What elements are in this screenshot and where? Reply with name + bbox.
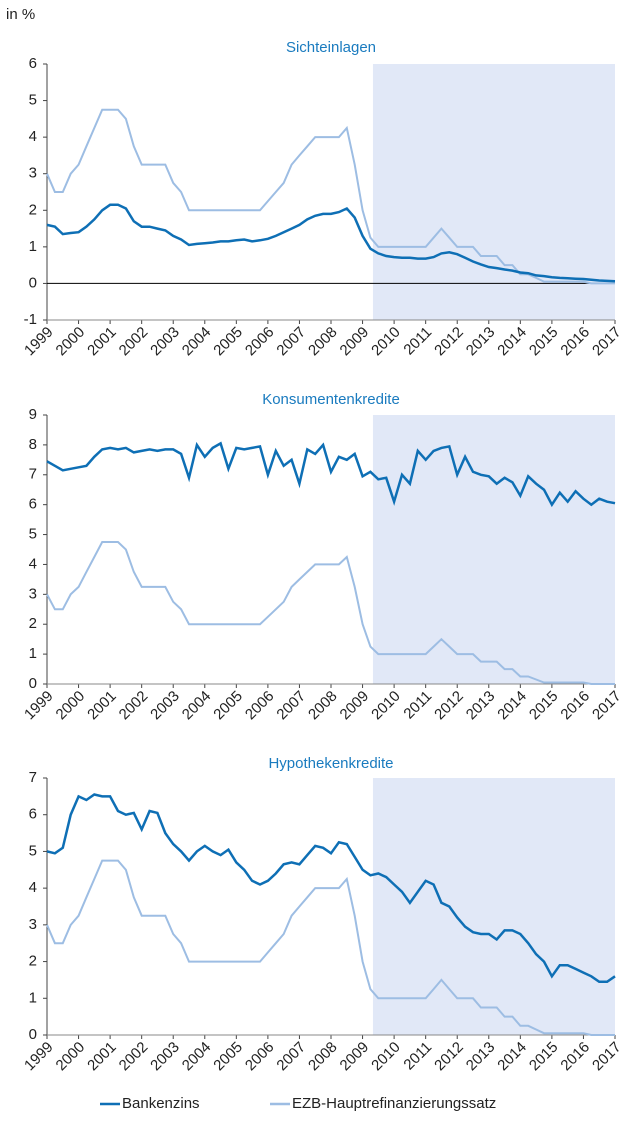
y-tick-label: 6 [29, 55, 37, 72]
y-tick-label: 2 [29, 615, 37, 632]
x-tick-label: 2011 [400, 688, 435, 723]
unit-label: in % [6, 6, 35, 23]
x-tick-label: 2011 [400, 1039, 435, 1074]
x-tick-label: 2012 [431, 324, 467, 360]
x-tick-label: 2002 [116, 1039, 152, 1075]
y-tick-label: -1 [24, 311, 37, 328]
y-tick-label: 6 [29, 806, 37, 823]
legend-label: Bankenzins [122, 1095, 200, 1112]
x-tick-label: 2001 [84, 324, 120, 360]
x-tick-label: 2016 [557, 324, 593, 360]
x-tick-label: 1999 [21, 1039, 57, 1075]
y-tick-label: 4 [29, 128, 37, 145]
x-tick-label: 2006 [242, 324, 278, 360]
x-tick-label: 2002 [116, 324, 152, 360]
y-tick-label: 2 [29, 953, 37, 970]
y-tick-label: 7 [29, 769, 37, 786]
y-tick-label: 5 [29, 842, 37, 859]
x-tick-label: 2010 [368, 324, 404, 360]
x-tick-label: 2004 [179, 688, 215, 724]
x-tick-label: 2013 [463, 324, 499, 360]
y-tick-label: 7 [29, 466, 37, 483]
x-tick-label: 2011 [400, 324, 435, 359]
x-tick-label: 2010 [368, 688, 404, 724]
y-tick-label: 0 [29, 675, 37, 692]
series-line [46, 108, 615, 285]
y-tick-label: 0 [29, 1026, 37, 1043]
legend-label: EZB-Hauptrefinanzierungssatz [292, 1095, 496, 1112]
y-tick-label: 1 [29, 645, 37, 662]
x-tick-label: 2008 [305, 688, 341, 724]
y-tick-label: 5 [29, 92, 37, 109]
x-tick-label: 2009 [337, 324, 373, 360]
shade-region [372, 415, 615, 684]
x-tick-label: 2009 [337, 1039, 373, 1075]
y-tick-label: 2 [29, 201, 37, 218]
x-tick-label: 2016 [557, 688, 593, 724]
y-tick-label: 8 [29, 436, 37, 453]
chart-title: Konsumentenkredite [262, 391, 400, 408]
x-tick-label: 2006 [242, 688, 278, 724]
x-tick-label: 2013 [463, 1039, 499, 1075]
x-tick-label: 2008 [305, 324, 341, 360]
series-line [46, 859, 615, 1036]
x-tick-label: 2013 [463, 688, 499, 724]
y-tick-label: 3 [29, 165, 37, 182]
y-tick-label: 6 [29, 496, 37, 513]
x-tick-label: 2001 [84, 688, 120, 724]
series-line [46, 793, 616, 984]
x-tick-label: 2004 [179, 1039, 215, 1075]
x-tick-label: 2003 [147, 1039, 183, 1075]
x-tick-label: 2002 [116, 688, 152, 724]
x-tick-label: 2000 [53, 1039, 89, 1075]
x-tick-label: 2000 [53, 324, 89, 360]
x-tick-label: 2007 [273, 1039, 309, 1075]
y-tick-label: 9 [29, 406, 37, 423]
x-tick-label: 1999 [21, 688, 57, 724]
x-tick-label: 2008 [305, 1039, 341, 1075]
x-tick-label: 2010 [368, 1039, 404, 1075]
x-tick-label: 2017 [589, 324, 621, 360]
y-tick-label: 3 [29, 916, 37, 933]
x-tick-label: 2004 [179, 324, 215, 360]
x-tick-label: 2014 [494, 1039, 530, 1075]
x-tick-label: 2016 [557, 1039, 593, 1075]
y-tick-label: 1 [29, 989, 37, 1006]
y-tick-label: 0 [29, 274, 37, 291]
x-tick-label: 2014 [494, 688, 530, 724]
y-tick-label: 1 [29, 238, 37, 255]
x-tick-label: 2015 [526, 1039, 562, 1075]
x-tick-label: 2012 [431, 1039, 467, 1075]
x-tick-label: 2000 [53, 688, 89, 724]
x-tick-label: 2003 [147, 688, 183, 724]
x-tick-label: 2017 [589, 1039, 621, 1075]
x-tick-label: 2007 [273, 324, 309, 360]
chart-title: Sichteinlagen [286, 39, 376, 56]
chart-title: Hypothekenkredite [268, 755, 393, 772]
series-line [46, 203, 616, 283]
x-tick-label: 2012 [431, 688, 467, 724]
x-tick-label: 2001 [84, 1039, 120, 1075]
x-tick-label: 2017 [589, 688, 621, 724]
x-tick-label: 2009 [337, 688, 373, 724]
x-tick-label: 2014 [494, 324, 530, 360]
y-tick-label: 3 [29, 585, 37, 602]
x-tick-label: 2006 [242, 1039, 278, 1075]
series-line [46, 541, 615, 685]
x-tick-label: 2005 [210, 688, 246, 724]
y-tick-label: 5 [29, 526, 37, 543]
y-tick-label: 4 [29, 879, 37, 896]
shade-region [372, 778, 615, 1035]
x-tick-label: 2015 [526, 688, 562, 724]
shade-region [372, 64, 615, 320]
y-tick-label: 4 [29, 555, 37, 572]
series-line [46, 441, 616, 508]
x-tick-label: 2007 [273, 688, 309, 724]
x-tick-label: 2015 [526, 324, 562, 360]
x-tick-label: 1999 [21, 324, 57, 360]
x-tick-label: 2005 [210, 324, 246, 360]
x-tick-label: 2005 [210, 1039, 246, 1075]
x-tick-label: 2003 [147, 324, 183, 360]
